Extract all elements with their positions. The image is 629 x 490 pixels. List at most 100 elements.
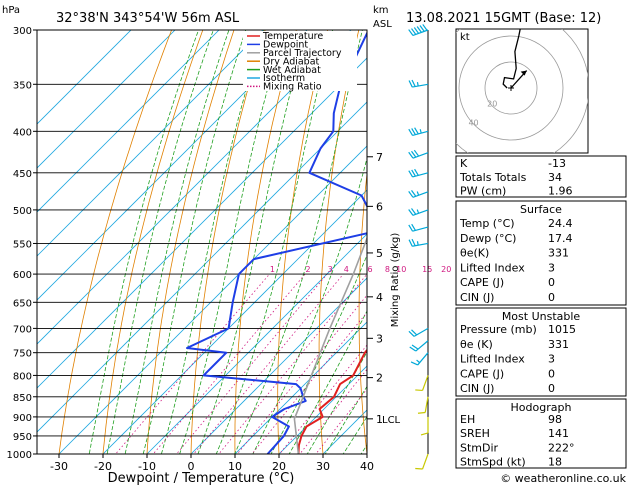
wind-barb-flag: [408, 29, 414, 36]
table-row-value: -13: [548, 157, 566, 170]
wind-barb-shaft: [421, 375, 429, 391]
table-row-label: Temp (°C): [459, 217, 515, 230]
wind-barb-flag: [416, 81, 419, 87]
wind-barb-flag: [415, 467, 423, 470]
wind-barb-shaft: [424, 396, 429, 413]
table-row-value: 1.96: [548, 185, 573, 198]
wind-barb-flag: [416, 191, 420, 196]
copyright-text: © weatheronline.co.uk: [500, 472, 626, 485]
wind-barb-flag: [419, 25, 425, 32]
mixing-ratio-line: [315, 388, 367, 454]
pressure-unit-label: hPa: [2, 5, 20, 16]
wind-barb-flag: [415, 389, 423, 392]
table-row-label: EH: [460, 413, 475, 426]
wind-barb: [409, 340, 429, 352]
isotherm-line: [37, 101, 367, 433]
wind-barb-flag: [411, 223, 416, 231]
wind-barb: [408, 208, 429, 216]
pressure-tick-label: 500: [13, 206, 32, 217]
wind-barb-flag: [413, 149, 420, 157]
table-title: Most Unstable: [502, 310, 581, 323]
table-row-value: 3: [548, 353, 555, 366]
table-row-value: 98: [548, 413, 562, 426]
hodograph-ring: [484, 61, 538, 115]
table-row-value: 0: [548, 367, 555, 380]
wind-barb: [408, 223, 429, 232]
wind-barb-flag: [422, 24, 428, 31]
table-row-label: StmDir: [460, 441, 499, 454]
isotherm-line: [146, 233, 367, 454]
hodograph-frame: [455, 28, 589, 154]
wet-adiabat-line: [324, 385, 367, 454]
isotherm-line: [58, 145, 367, 454]
wind-barb: [410, 352, 429, 366]
wind-barb-flag: [408, 239, 413, 247]
wind-barb: [417, 396, 429, 414]
temperature-tick-label: 0: [188, 460, 195, 473]
mixing-ratio-label: 1: [270, 265, 275, 274]
table-row-value: 34: [548, 171, 562, 184]
wind-barb-flag: [411, 190, 417, 197]
wind-barb-shaft: [421, 453, 429, 470]
parcel-trajectory: [293, 236, 367, 454]
mixing-ratio-line: [236, 294, 367, 454]
table-row-label: StmSpd (kt): [460, 456, 526, 469]
wind-barb: [408, 327, 429, 337]
wind-barb-flag: [416, 359, 421, 364]
pressure-tick-label: 750: [13, 349, 32, 360]
legend-label: Wet Adiabat: [263, 65, 321, 76]
isotherm-line: [234, 321, 367, 454]
wet-adiabat-line: [342, 416, 367, 454]
pressure-tick-label: 950: [13, 432, 32, 443]
height-tick-label: 1: [376, 413, 383, 426]
wind-barb-flag: [411, 28, 417, 35]
height-tick-label: 7: [376, 151, 383, 164]
table-row-label: PW (cm): [460, 185, 506, 198]
legend-label: Mixing Ratio: [263, 82, 322, 93]
height-tick-label: 2: [376, 372, 383, 385]
pressure-tick-label: 850: [13, 393, 32, 404]
wet-adiabat-line: [160, 30, 265, 454]
wind-barb-flag: [408, 209, 414, 216]
isotherm-line: [102, 189, 367, 454]
wind-barb-flag: [411, 329, 418, 336]
legend-label: Temperature: [262, 31, 323, 42]
hodograph-ring-label: 20: [487, 100, 497, 109]
table-row-value: 0: [548, 276, 555, 289]
table-row-value: 222°: [548, 441, 575, 454]
mixing-ratio-label: 6: [367, 265, 372, 274]
temperature-tick-label: -20: [94, 460, 112, 473]
km-label: km: [373, 5, 389, 16]
pressure-tick-label: 800: [13, 371, 32, 382]
wind-barb: [408, 127, 429, 137]
wind-barb-flag: [420, 432, 429, 436]
wind-barb-flag: [408, 80, 413, 88]
wind-barb-flag: [410, 361, 418, 366]
wind-barb-flag: [414, 168, 419, 176]
wind-barb-flag: [416, 26, 422, 33]
height-tick-label: 4: [376, 291, 383, 304]
wind-barb-flag: [411, 344, 419, 350]
hodograph-unit-label: kt: [460, 32, 470, 43]
wind-barb-flag: [409, 346, 417, 352]
table-row-value: 1015: [548, 323, 576, 336]
mixing-ratio-line: [218, 273, 367, 454]
wet-adiabat-line: [288, 310, 367, 454]
table-title: Surface: [520, 203, 562, 216]
wind-barb: [408, 190, 429, 198]
dewpoint-profile: [186, 31, 367, 454]
mixing-ratio-label: 10: [396, 265, 406, 274]
temperature-tick-label: -30: [50, 460, 68, 473]
table-row-label: Dewp (°C): [460, 232, 516, 245]
wind-barb-flag: [408, 128, 414, 136]
table-row-label: K: [460, 157, 468, 170]
table-row-value: 0: [548, 291, 555, 304]
isotherm-line: [278, 365, 367, 454]
table-row-label: CIN (J): [460, 291, 494, 304]
wind-barb: [415, 453, 429, 470]
pressure-tick-label: 550: [13, 239, 32, 250]
pressure-tick-label: 400: [13, 127, 32, 138]
isotherm-line: [37, 30, 132, 125]
isotherm-line: [37, 57, 367, 389]
